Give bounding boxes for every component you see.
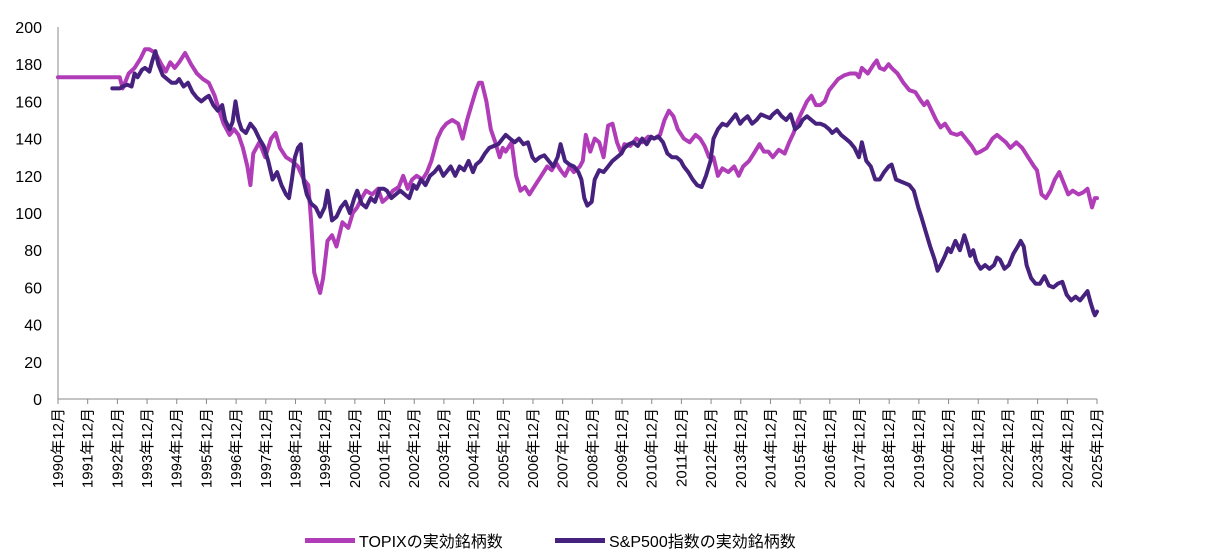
x-tick-label: 2024年12月 [1059,408,1076,488]
x-tick-label: 1992年12月 [109,408,126,488]
x-tick-label: 1995年12月 [198,408,215,488]
y-tick-label: 20 [24,355,42,372]
x-tick-label: 2021年12月 [970,408,987,488]
y-tick-label: 60 [24,280,42,297]
x-tick-label: 1990年12月 [50,408,67,488]
x-tick-label: 2013年12月 [733,408,750,488]
y-axis: 0 20 40 60 80 100 120 140 160 180 200 [15,20,59,409]
y-tick-label: 40 [24,318,42,335]
x-tick-label: 2007年12月 [555,408,572,488]
x-tick-label: 1993年12月 [139,408,156,488]
legend-label-sp500: S&P500指数の実効銘柄数 [609,534,796,551]
x-tick-label: 2025年12月 [1089,408,1106,488]
x-tick-label: 1999年12月 [317,408,334,488]
x-tick-label: 2012年12月 [703,408,720,488]
y-tick-label: 120 [15,169,42,186]
x-tick-label: 2006年12月 [525,408,542,488]
x-tick-label: 1998年12月 [287,408,304,488]
legend: TOPIXの実効銘柄数 S&P500指数の実効銘柄数 [0,528,1228,552]
x-tick-label: 2014年12月 [762,408,779,488]
x-tick-label: 1994年12月 [169,408,186,488]
x-tick-label: 2020年12月 [941,408,958,488]
x-tick-label: 2015年12月 [792,408,809,488]
x-tick-label: 2003年12月 [436,408,453,488]
y-tick-label: 160 [15,94,42,111]
x-tick-label: 2022年12月 [1000,408,1017,488]
y-tick-label: 180 [15,57,42,74]
x-tick-label: 2010年12月 [644,408,661,488]
y-tick-label: 140 [15,132,42,149]
x-tick-label: 2018年12月 [881,408,898,488]
legend-item-sp500: S&P500指数の実効銘柄数 [555,528,796,552]
series-line-topix [56,47,1099,295]
x-tick-label: 1991年12月 [80,408,97,488]
y-tick-label: 100 [15,206,42,223]
line-chart: 0 20 40 60 80 100 120 140 160 180 200 1990年12月 1991… [15,20,1106,488]
x-tick-label: 1996年12月 [228,408,245,488]
series-layer [56,47,1099,318]
y-tick-label: 200 [15,20,42,37]
series-line-sp500 [110,49,1099,318]
x-tick-label: 2023年12月 [1030,408,1047,488]
legend-label-topix: TOPIXの実効銘柄数 [359,534,503,551]
x-tick-label: 2008年12月 [584,408,601,488]
x-tick-label: 2011年12月 [673,408,690,487]
y-tick-label: 0 [33,392,42,409]
legend-swatch-topix [305,537,355,543]
x-tick-label: 2002年12月 [406,408,423,488]
y-tick-label: 80 [24,243,42,260]
x-tick-label: 2000年12月 [347,408,364,488]
x-tick-label: 2009年12月 [614,408,631,488]
x-tick-label: 2004年12月 [466,408,483,488]
x-tick-label: 2005年12月 [495,408,512,488]
x-tick-label: 2019年12月 [911,408,928,488]
x-axis: 1990年12月 1991年12月 1992年12月 1993年12月 1994年12月… [50,398,1106,488]
legend-item-topix: TOPIXの実効銘柄数 [305,528,503,552]
x-tick-label: 2017年12月 [852,408,869,488]
x-tick-label: 1997年12月 [258,408,275,488]
x-tick-label: 2016年12月 [822,408,839,488]
x-tick-label: 2001年12月 [377,408,394,488]
legend-swatch-sp500 [555,537,605,543]
